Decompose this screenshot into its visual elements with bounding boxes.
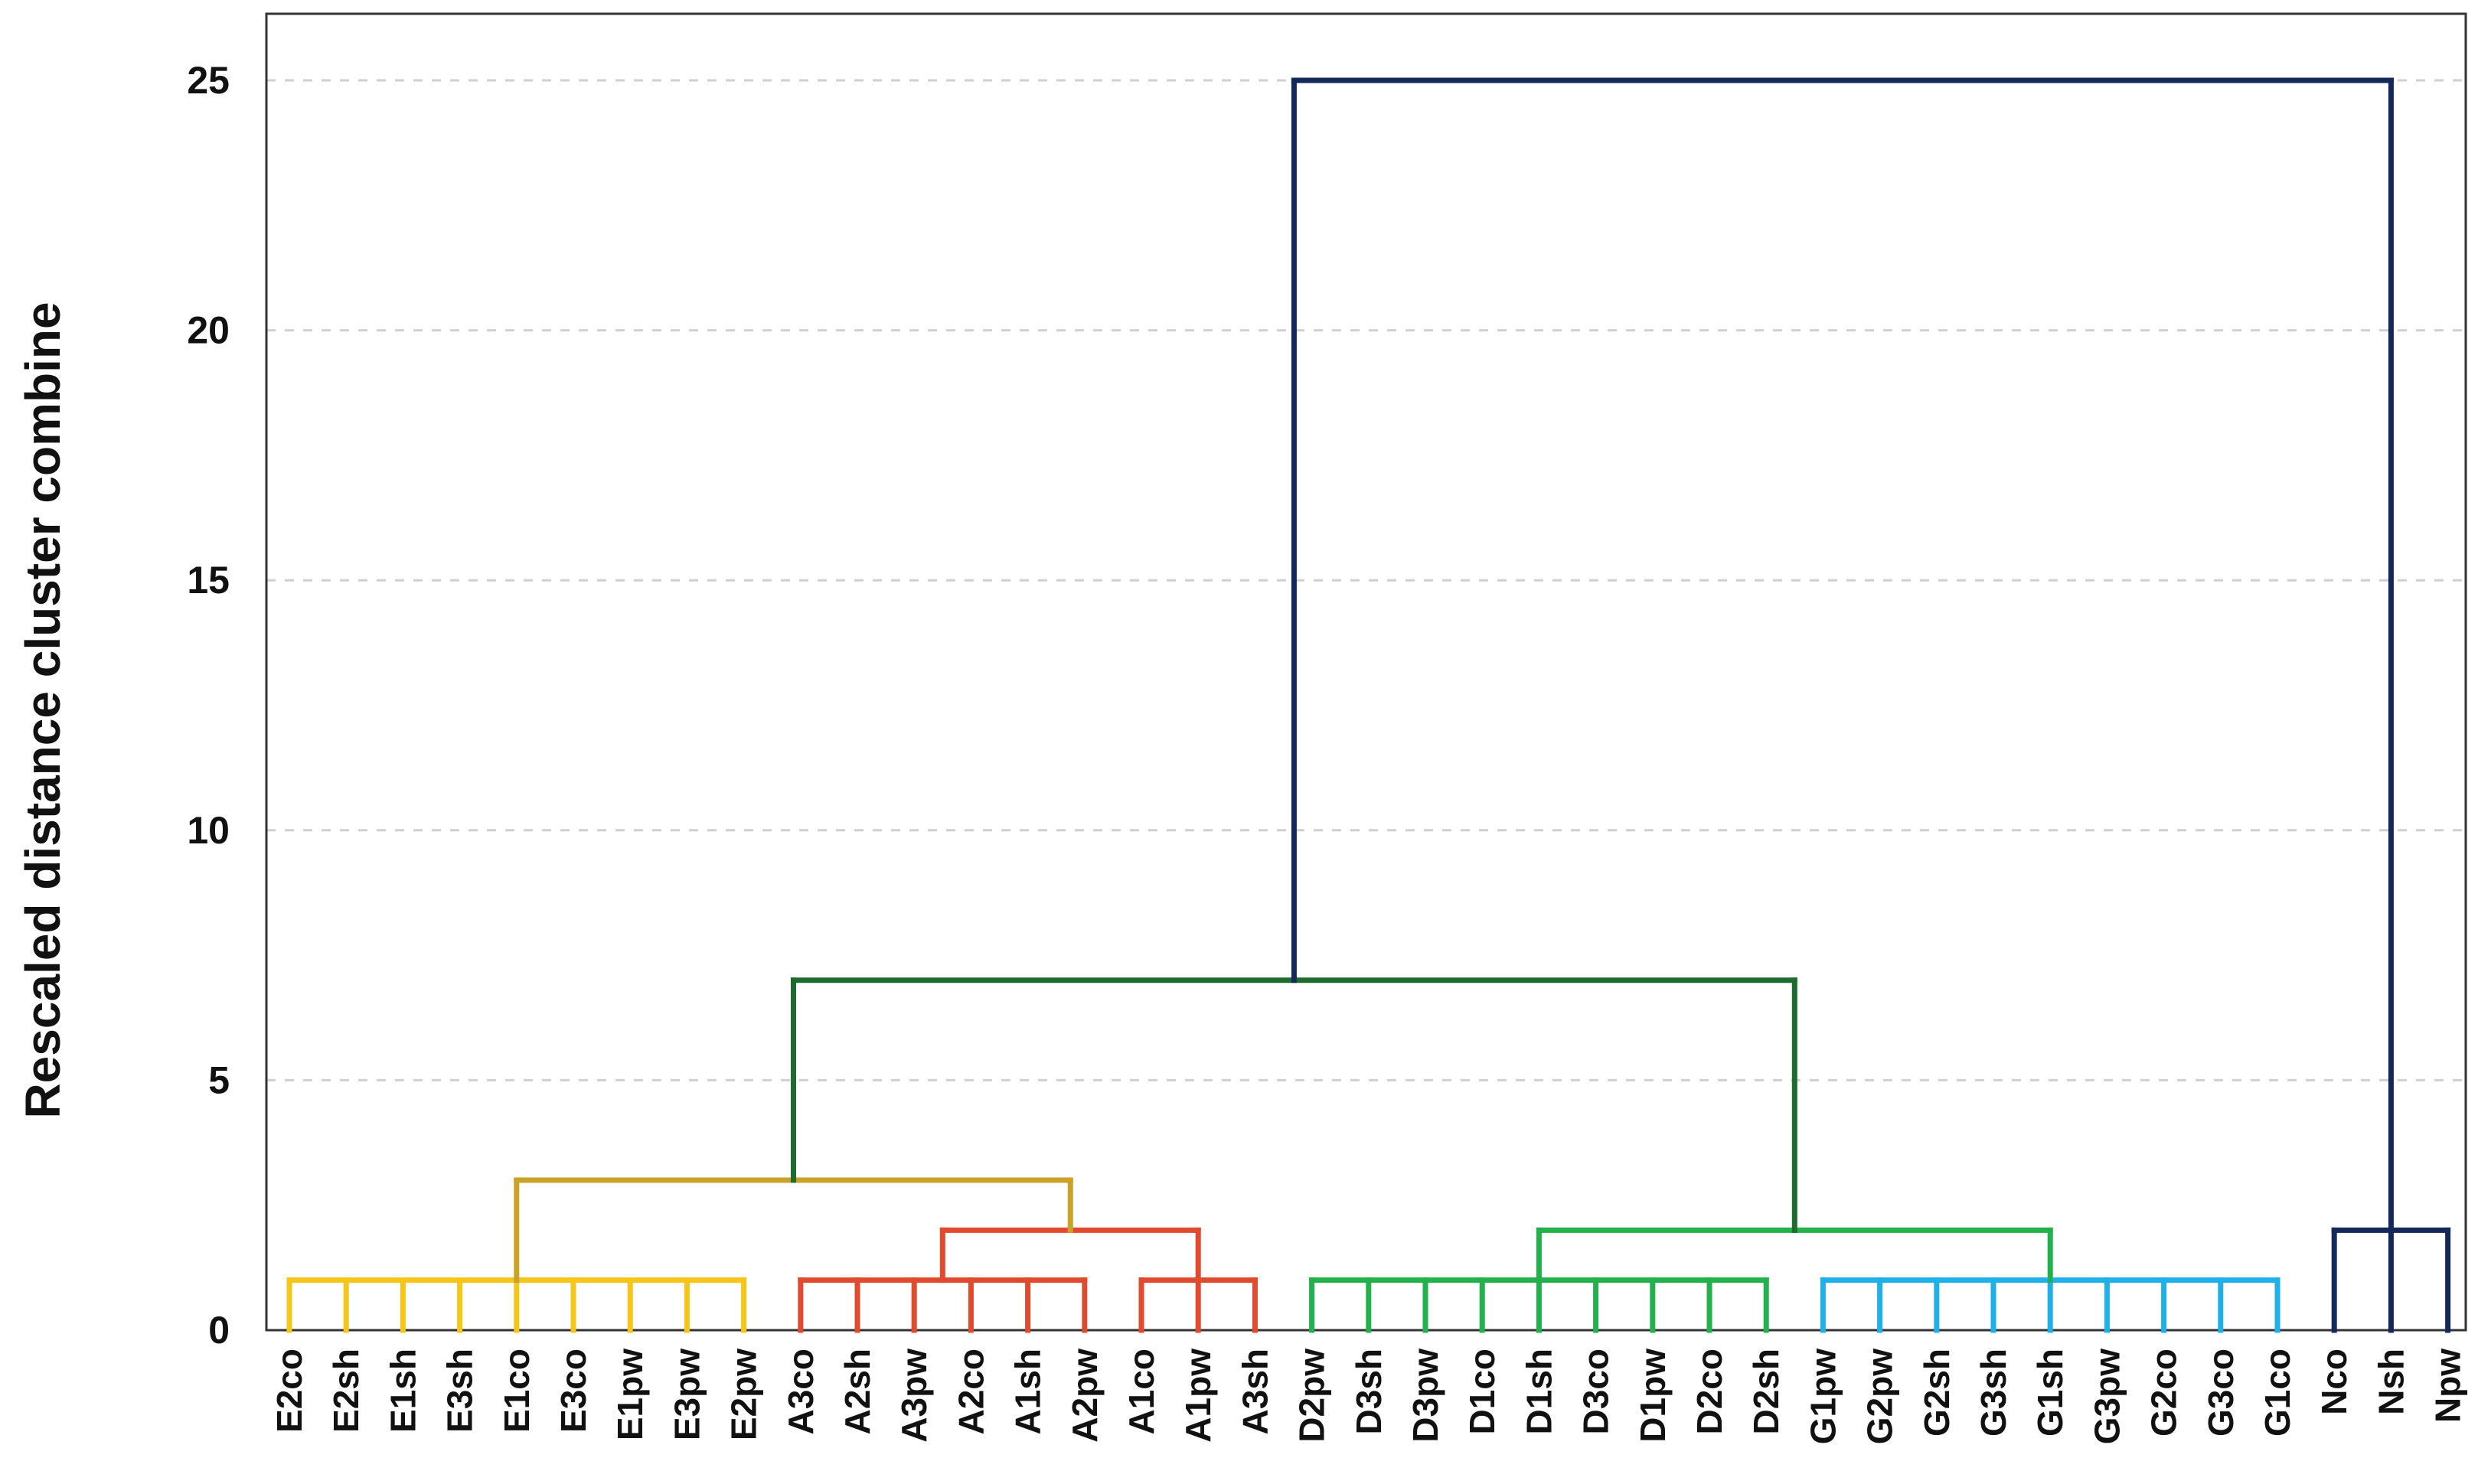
- leaf-label: E1co: [497, 1349, 537, 1433]
- leaf-label: A1sh: [1008, 1349, 1048, 1434]
- leaf-label: D1sh: [1519, 1349, 1559, 1434]
- leaf-label: E3pw: [667, 1349, 707, 1440]
- leaf-label: A2sh: [837, 1349, 877, 1434]
- leaf-label: D3co: [1576, 1349, 1616, 1434]
- leaf-label: G3co: [2201, 1349, 2241, 1437]
- leaf-label: A1pw: [1178, 1349, 1218, 1443]
- leaf-label: Nsh: [2371, 1349, 2411, 1415]
- leaf-label: G2co: [2144, 1349, 2184, 1437]
- y-tick-label: 10: [187, 809, 230, 852]
- leaf-label: Npw: [2428, 1349, 2468, 1423]
- leaf-label: G2sh: [1917, 1349, 1957, 1437]
- leaf-label: E2co: [269, 1349, 309, 1433]
- leaf-label: D3pw: [1406, 1349, 1445, 1443]
- leaf-label: E2sh: [326, 1349, 366, 1433]
- leaf-label: G3pw: [2087, 1349, 2127, 1444]
- leaf-label: E2pw: [724, 1349, 764, 1440]
- leaf-label: A2pw: [1065, 1349, 1105, 1443]
- leaf-labels: E2co E2sh E1sh E3sh E1co E3co E1pw E3pw E2pw A3co…: [269, 1349, 2468, 1444]
- leaf-label: A3co: [781, 1349, 821, 1434]
- leaf-label: E1sh: [383, 1349, 423, 1433]
- plot-frame: [265, 12, 2467, 1332]
- leaf-label: A3pw: [894, 1349, 934, 1443]
- leaf-label: G1pw: [1803, 1349, 1843, 1444]
- y-tick-label: 20: [187, 309, 230, 352]
- y-tick-label: 0: [208, 1309, 230, 1352]
- gridlines: [266, 79, 2466, 1081]
- leaf-label: E3co: [553, 1349, 593, 1433]
- y-tick-label: 25: [187, 59, 230, 102]
- leaf-label: E3sh: [440, 1349, 480, 1433]
- leaf-label: D2co: [1690, 1349, 1729, 1434]
- leaf-label: G3sh: [1974, 1349, 2013, 1437]
- leaf-label: D2sh: [1746, 1349, 1786, 1434]
- leaf-label: G2pw: [1860, 1349, 1900, 1444]
- leaf-label: D3sh: [1349, 1349, 1389, 1434]
- leaf-label: E1pw: [610, 1349, 650, 1440]
- dendrogram-links: [286, 77, 2451, 1333]
- y-tick-label: 5: [208, 1058, 230, 1101]
- leaf-label: A2co: [951, 1349, 991, 1434]
- y-tick-label: 15: [187, 559, 230, 602]
- leaf-label: D1pw: [1633, 1349, 1673, 1443]
- leaf-label: A1co: [1121, 1349, 1161, 1434]
- leaf-label: G1co: [2258, 1349, 2297, 1437]
- y-axis-title: Rescaled distance cluster combine: [15, 302, 70, 1118]
- leaf-label: Nco: [2314, 1349, 2354, 1415]
- leaf-label: D2pw: [1292, 1349, 1332, 1443]
- y-axis-ticks: 0 5 10 15 20 25: [187, 59, 230, 1352]
- leaf-label: D1co: [1462, 1349, 1502, 1434]
- leaf-label: G1sh: [2030, 1349, 2070, 1437]
- leaf-label: A3sh: [1235, 1349, 1275, 1434]
